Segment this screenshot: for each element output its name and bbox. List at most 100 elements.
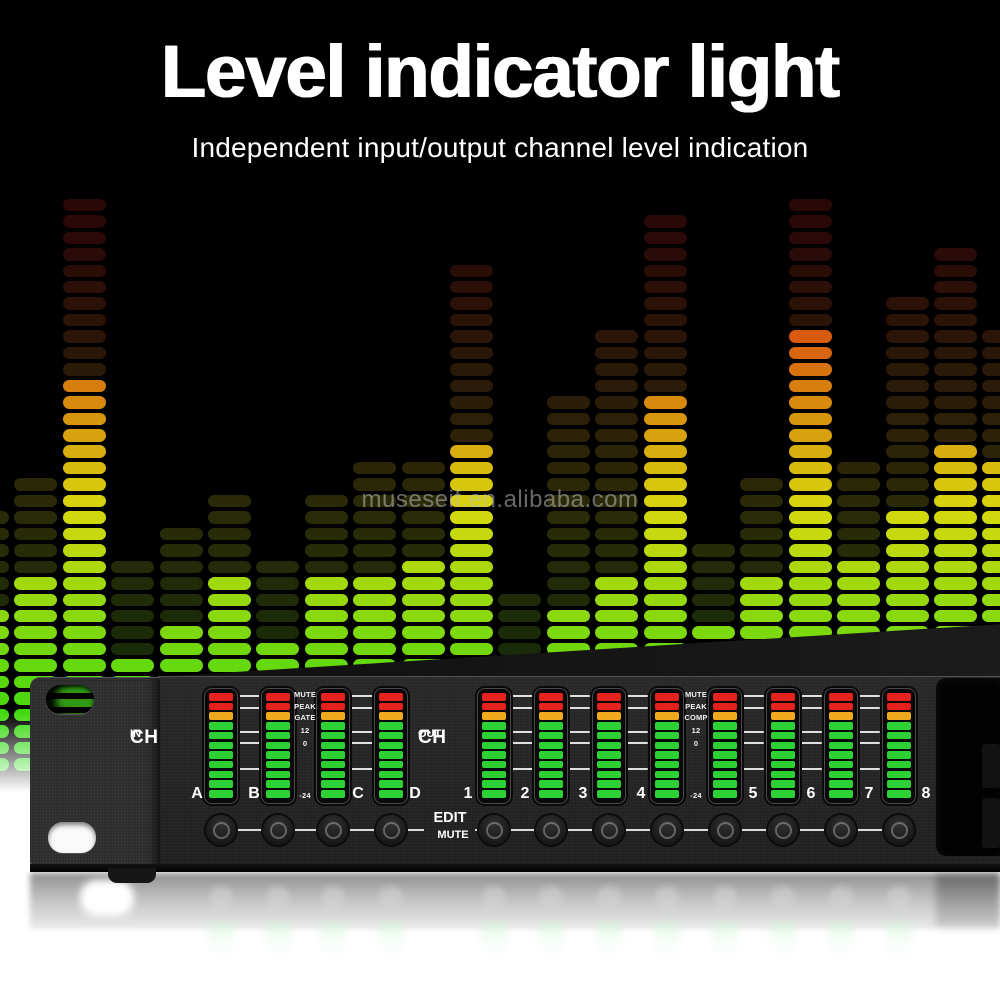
led-segment-red (597, 702, 621, 711)
eq-bar (595, 527, 639, 541)
eq-bar (62, 297, 106, 310)
eq-bar (450, 445, 493, 458)
level-tick (858, 695, 880, 698)
led-segment-green (482, 770, 506, 779)
eq-bar (159, 626, 203, 639)
eq-bar (788, 593, 832, 606)
led-segment-green (482, 780, 506, 788)
led-segment-green (655, 741, 679, 750)
channel-button[interactable] (594, 815, 624, 845)
eq-bar (692, 544, 735, 557)
eq-bar (450, 363, 493, 376)
led-segment-green (321, 760, 345, 769)
eq-bar (62, 593, 106, 606)
led-segment-green (713, 751, 737, 759)
eq-bar (0, 511, 9, 524)
level-tick (858, 730, 880, 733)
channel-button[interactable] (710, 815, 740, 845)
eq-bar (62, 626, 106, 639)
led-segment-green (209, 741, 233, 750)
eq-bar (982, 478, 1000, 491)
level-tick (351, 706, 373, 709)
channel-label: A (191, 785, 203, 802)
level-tick (858, 706, 880, 709)
eq-bar (62, 429, 106, 442)
channel-label: B (248, 785, 260, 802)
eq-bar (982, 396, 1000, 409)
eq-bar (643, 577, 687, 590)
led-segment-green (379, 722, 403, 730)
button-ring (890, 821, 908, 839)
eq-bar (546, 593, 590, 606)
led-segment-green (713, 770, 737, 779)
led-segment-amber (829, 712, 853, 720)
led-segment-green (713, 731, 737, 740)
channel-button[interactable] (376, 815, 406, 845)
eq-bar (837, 527, 881, 541)
eq-bar (595, 494, 639, 508)
level-tick (568, 695, 590, 698)
eq-bar (0, 626, 9, 639)
scale-label: 0 (693, 738, 699, 748)
led-segment-amber (887, 712, 911, 720)
eq-bar (740, 593, 784, 606)
eq-bar (934, 330, 977, 343)
led-segment-red (829, 693, 853, 701)
eq-bar (401, 527, 445, 541)
eq-bar (740, 527, 784, 541)
channel-button[interactable] (884, 815, 914, 845)
eq-bar (546, 626, 590, 639)
channel-button[interactable] (652, 815, 682, 845)
led-meter (205, 689, 237, 803)
eq-bar (353, 494, 397, 508)
led-segment-red (655, 693, 679, 701)
eq-bar (595, 461, 639, 475)
led-segment-green (713, 722, 737, 730)
eq-bar (643, 313, 687, 327)
eq-bar (0, 609, 9, 623)
eq-bar (62, 544, 106, 557)
eq-bar (353, 626, 397, 639)
eq-bar (788, 577, 832, 590)
eq-bar (692, 577, 735, 590)
channel-button[interactable] (206, 815, 236, 845)
eq-bar (982, 330, 1000, 343)
eq-bar (788, 527, 832, 541)
channel-button[interactable] (768, 815, 798, 845)
led-segment-red (379, 693, 403, 701)
eq-bar (740, 511, 784, 524)
eq-bar (450, 494, 493, 508)
led-segment-amber (321, 712, 345, 720)
led-segment-green (266, 770, 290, 779)
eq-bar (450, 478, 493, 491)
eq-bar (595, 478, 639, 491)
led-segment-green (482, 741, 506, 750)
channel-button[interactable] (536, 815, 566, 845)
level-tick (626, 695, 648, 698)
eq-bar (837, 544, 881, 557)
eq-bar (304, 626, 348, 639)
level-tick (351, 730, 373, 733)
button-ring (774, 821, 792, 839)
eq-bar (353, 478, 397, 491)
eq-bar (546, 544, 590, 557)
eq-bar (788, 248, 832, 261)
eq-bar (62, 396, 106, 409)
level-tick (351, 768, 373, 771)
led-segment-red (829, 702, 853, 711)
eq-bar (643, 379, 687, 393)
eq-bar (14, 544, 58, 557)
eq-bar (885, 478, 929, 491)
channel-button[interactable] (263, 815, 293, 845)
led-segment-green (713, 790, 737, 798)
channel-button[interactable] (479, 815, 509, 845)
level-tick (239, 695, 261, 698)
eq-bar (934, 396, 977, 409)
channel-button[interactable] (826, 815, 856, 845)
eq-bar (208, 626, 251, 639)
eq-bar (643, 346, 687, 360)
channel-button[interactable] (318, 815, 348, 845)
led-segment-amber (771, 712, 795, 720)
eq-bar (62, 461, 106, 475)
led-meter (825, 689, 857, 803)
